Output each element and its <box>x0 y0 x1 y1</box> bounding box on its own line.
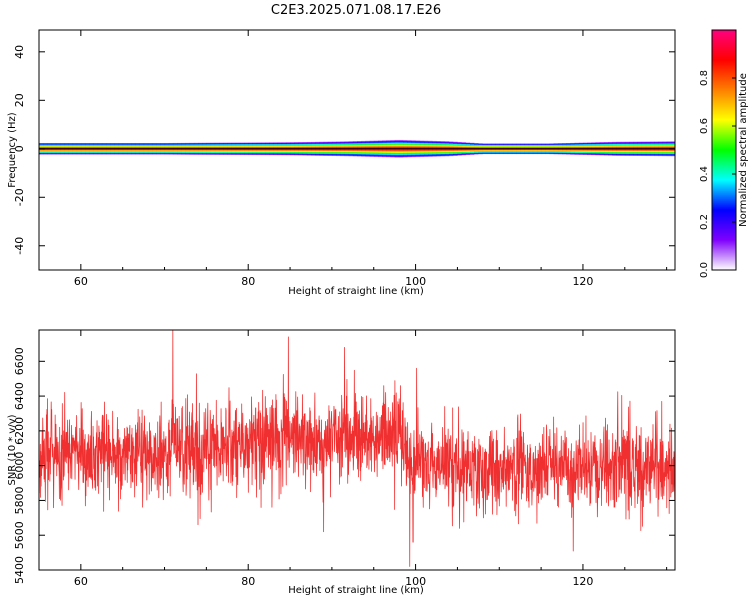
snr-data <box>39 330 675 567</box>
y-tick-label: 40 <box>13 45 26 59</box>
y-tick-label: 0 <box>13 145 26 152</box>
snr-x-ticks: 60 80 100 120 <box>38 330 668 588</box>
spectrogram-panel: 60 80 100 120 -40 -20 0 20 40 Height of straigh… <box>7 29 676 297</box>
snr-frame <box>38 329 676 571</box>
spectrogram-y-ticks: -40 -20 0 20 40 <box>13 45 675 255</box>
y-tick-label: 6400 <box>13 382 26 410</box>
colorbar-tick-label: 0.0 <box>699 262 710 278</box>
y-tick-label: 6000 <box>13 452 26 480</box>
x-tick-label: 60 <box>74 575 88 588</box>
y-tick-label: 5600 <box>13 521 26 549</box>
y-tick-label: -20 <box>13 188 26 206</box>
x-tick-label: 100 <box>405 275 426 288</box>
spectrogram-x-ticks: 60 80 100 120 <box>38 30 668 288</box>
x-tick-label: 60 <box>74 275 88 288</box>
y-tick-label: 20 <box>13 93 26 107</box>
colorbar-tick-label: 0.4 <box>699 166 710 182</box>
colorbar-gradient <box>712 30 736 270</box>
spectrogram-frame <box>38 29 676 271</box>
colorbar: 0.0 0.2 0.4 0.6 0.8 Normalized spectral ampl… <box>699 29 749 278</box>
x-tick-label: 120 <box>572 575 593 588</box>
x-tick-label: 120 <box>572 275 593 288</box>
spectrogram-y-axis-label: Frequency (Hz) <box>7 112 18 188</box>
colorbar-tick-label: 0.6 <box>699 118 710 134</box>
snr-y-axis-label: SNR (10 * v/v) <box>7 414 18 485</box>
spectrogram-x-axis-label: Height of straight line (km) <box>288 286 424 297</box>
colorbar-tick-label: 0.2 <box>699 214 710 230</box>
snr-y-ticks: 5400 5600 5800 6000 6200 6400 6600 <box>13 347 675 584</box>
y-tick-label: 5400 <box>13 556 26 584</box>
y-tick-label: 6600 <box>13 347 26 375</box>
snr-panel: 60 80 100 120 5400560058006000620064006600 … <box>7 329 676 596</box>
y-tick-label: -40 <box>13 237 26 255</box>
x-tick-label: 100 <box>405 575 426 588</box>
x-tick-label: 80 <box>241 275 255 288</box>
spectrogram-data <box>39 139 675 158</box>
colorbar-tick-label: 0.8 <box>699 70 710 86</box>
colorbar-frame <box>711 29 737 271</box>
x-tick-label: 80 <box>241 575 255 588</box>
y-tick-label: 5800 <box>13 486 26 514</box>
y-tick-label: 6200 <box>13 417 26 445</box>
colorbar-label: Normalized spectral amplitude <box>738 73 749 227</box>
colorbar-ticks: 0.0 0.2 0.4 0.6 0.8 <box>699 70 736 278</box>
chart-title: C2E3.2025.071.08.17.E26 <box>271 3 441 18</box>
snr-x-axis-label: Height of straight line (km) <box>288 585 424 596</box>
snr-series-line <box>39 330 675 567</box>
